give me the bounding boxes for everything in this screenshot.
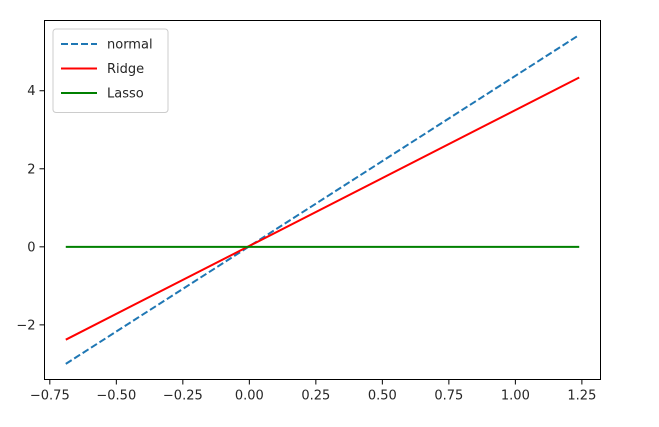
series-layer <box>65 34 580 365</box>
x-tick-label: 1.00 <box>501 389 530 404</box>
x-axis: −0.75 −0.50 −0.25 0.00 0.25 0.50 0.75 1.00 1.25 <box>30 379 596 404</box>
legend-label-normal: normal <box>107 38 153 53</box>
plot-area-frame <box>44 20 601 380</box>
y-tick-label: 0 <box>27 240 35 255</box>
x-tick-label: −0.25 <box>163 389 203 404</box>
x-tick-label: 1.25 <box>567 389 596 404</box>
series-line-ridge <box>65 76 580 341</box>
x-tick-label: 0.00 <box>235 389 264 404</box>
x-tick-label: 0.25 <box>301 389 330 404</box>
legend: normal Ridge Lasso <box>52 28 169 113</box>
x-tick-label: 0.50 <box>368 389 397 404</box>
y-tick-label: 4 <box>27 84 35 99</box>
y-tick-label: −2 <box>16 318 35 333</box>
legend-box <box>52 28 169 113</box>
x-tick-label: 0.75 <box>434 389 463 404</box>
x-tick-label: −0.75 <box>30 389 70 404</box>
y-axis: −2 0 2 4 <box>16 84 45 333</box>
legend-label-ridge: Ridge <box>107 62 144 77</box>
x-tick-label: −0.50 <box>96 389 136 404</box>
y-tick-label: 2 <box>27 162 35 177</box>
legend-label-lasso: Lasso <box>107 87 144 102</box>
series-line-normal <box>65 34 580 365</box>
